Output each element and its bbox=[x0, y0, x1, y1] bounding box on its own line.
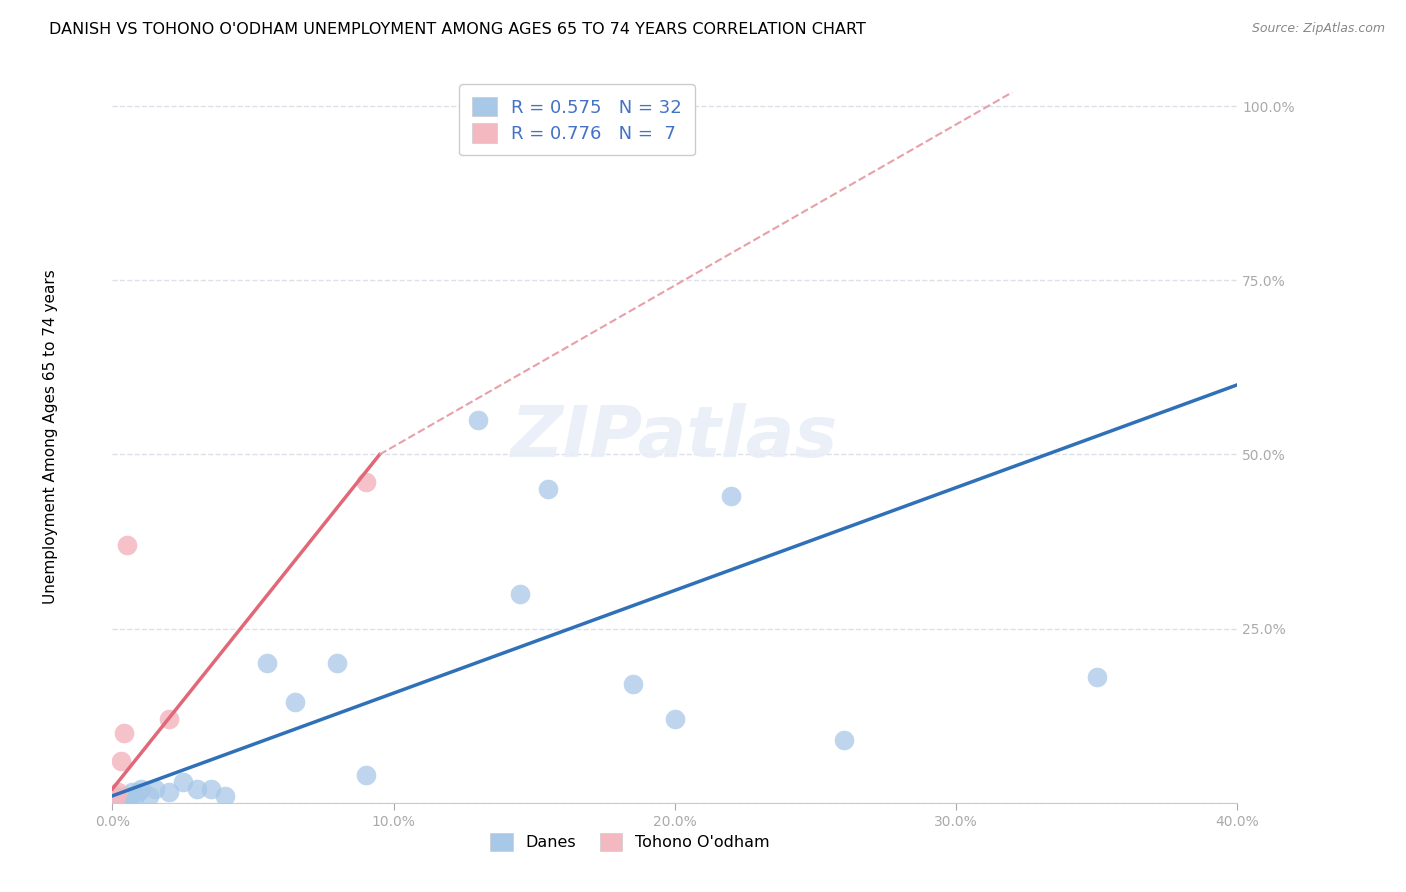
Point bbox=[256, 657, 278, 671]
Point bbox=[110, 792, 132, 806]
Point bbox=[284, 695, 307, 709]
Point bbox=[104, 789, 127, 803]
Point bbox=[129, 781, 152, 796]
Point bbox=[621, 677, 644, 691]
Point bbox=[157, 712, 180, 726]
Point bbox=[537, 483, 560, 497]
Point bbox=[832, 733, 855, 747]
Point bbox=[121, 785, 143, 799]
Point bbox=[107, 785, 129, 799]
Text: ZIPatlas: ZIPatlas bbox=[512, 402, 838, 472]
Point bbox=[112, 790, 135, 805]
Point bbox=[127, 785, 149, 799]
Text: Source: ZipAtlas.com: Source: ZipAtlas.com bbox=[1251, 22, 1385, 36]
Point bbox=[186, 781, 208, 796]
Point bbox=[118, 792, 141, 806]
Point bbox=[104, 792, 127, 806]
Text: Unemployment Among Ages 65 to 74 years: Unemployment Among Ages 65 to 74 years bbox=[44, 269, 58, 605]
Point bbox=[115, 538, 138, 552]
Point bbox=[664, 712, 686, 726]
Point bbox=[354, 768, 377, 782]
Point bbox=[110, 789, 132, 803]
Point bbox=[138, 789, 160, 803]
Legend: Danes, Tohono O'odham: Danes, Tohono O'odham bbox=[484, 827, 776, 857]
Point bbox=[112, 726, 135, 740]
Point bbox=[104, 792, 127, 806]
Point bbox=[720, 489, 742, 503]
Point bbox=[124, 789, 146, 803]
Point bbox=[214, 789, 236, 803]
Point bbox=[115, 789, 138, 803]
Text: DANISH VS TOHONO O'ODHAM UNEMPLOYMENT AMONG AGES 65 TO 74 YEARS CORRELATION CHAR: DANISH VS TOHONO O'ODHAM UNEMPLOYMENT AM… bbox=[49, 22, 866, 37]
Point bbox=[107, 792, 129, 806]
Point bbox=[115, 792, 138, 806]
Point bbox=[1085, 670, 1108, 684]
Point bbox=[467, 412, 489, 426]
Point bbox=[200, 781, 222, 796]
Point bbox=[157, 785, 180, 799]
Point bbox=[110, 754, 132, 768]
Point bbox=[326, 657, 349, 671]
Point bbox=[509, 587, 531, 601]
Point bbox=[172, 775, 194, 789]
Point bbox=[143, 781, 166, 796]
Point bbox=[354, 475, 377, 490]
